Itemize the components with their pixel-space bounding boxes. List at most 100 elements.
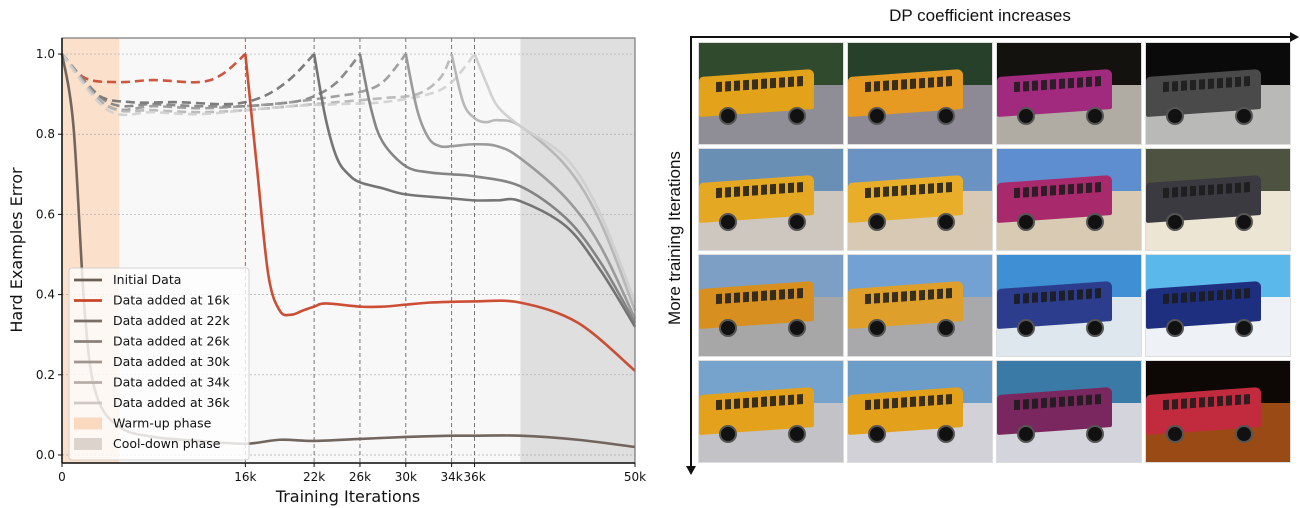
bus-wheel [788,212,807,231]
bus-image-grid [698,42,1291,463]
bus-wheel [1017,106,1036,125]
bus-wheel [937,106,956,125]
bus-wheel [937,318,956,337]
series-lines [60,53,637,449]
series-line [312,53,637,328]
bus-wheel [868,318,887,337]
dashed-series-line [60,53,476,117]
side-axis-label: More training Iterations [665,151,684,325]
legend-label: Cool-down phase [113,436,221,451]
grid-lines [62,53,635,456]
legend-label: Warm-up phase [113,416,212,431]
bus-image [847,254,993,357]
bus-wheel [1166,106,1185,125]
bus-wheel [1017,212,1036,231]
legend-label: Initial Data [113,272,181,287]
y-tick-label: 1.0 [36,47,55,61]
bus-wheel [788,318,807,337]
bus-wheel [1086,106,1105,125]
legend-patch [74,438,102,450]
bus-wheel [1017,318,1036,337]
bus-image [996,42,1142,145]
bus-wheel [1086,318,1105,337]
bus-wheel [719,318,738,337]
series-line [404,53,637,320]
y-tick-label: 0.8 [36,127,55,141]
bus-wheel [788,424,807,443]
arrow-right-icon [1290,32,1299,42]
x-axis-label: Training Iterations [275,487,420,506]
arrow-down-icon [686,466,696,475]
bus-wheel [1086,212,1105,231]
bus-wheel [719,424,738,443]
bus-wheel [719,106,738,125]
x-tick-label: 22k [303,470,325,484]
y-tick-label: 0.0 [36,448,55,462]
series-line [358,53,637,324]
legend: Initial Data Data added at 16k Data added … [68,267,250,461]
bus-image [996,254,1142,357]
bus-wheel [788,106,807,125]
bus-image [698,254,844,357]
legend-label: Data added at 30k [113,354,230,369]
y-axis-label: Hard Examples Error [7,167,26,333]
bus-wheel [1017,424,1036,443]
bus-image [1145,360,1291,463]
bus-wheel [1166,212,1185,231]
bus-image [996,360,1142,463]
dashed-series-line [61,53,407,112]
x-tick-label: 30k [395,470,417,484]
bus-image [847,360,993,463]
x-tick-label: 36k [463,470,485,484]
bus-image [1145,148,1291,251]
y-tick-label: 0.6 [36,207,55,221]
series-pre-added [60,53,476,117]
series-line [473,53,637,304]
y-tick-label: 0.2 [36,368,55,382]
y-tick-label: 0.4 [36,288,55,302]
line-chart: 0 16k 22k 26k 30k 34k 36k 50k 0.0 0.2 0.4 0.6 0.8 1.0… [7,37,646,506]
bus-wheel [937,212,956,231]
legend-label: Data added at 34k [113,375,230,390]
dashed-series-line [61,53,361,108]
bus-wheel [1235,212,1254,231]
shaded-region [520,38,635,463]
bus-wheel [1086,424,1105,443]
bus-wheel [937,424,956,443]
bus-wheel [868,424,887,443]
dashed-series-line [61,53,316,106]
bus-wheel [1235,106,1254,125]
legend-label: Data added at 22k [113,313,230,328]
bus-image [847,148,993,251]
legend-patch [74,417,102,430]
bus-image [698,148,844,251]
x-tick-label: 50k [624,470,646,484]
image-grid-panel: DP coefficient increases More training I… [660,0,1300,508]
bus-image [1145,254,1291,357]
series-line [450,53,637,312]
bus-wheel [1166,318,1185,337]
bus-wheel [1235,318,1254,337]
bus-wheel [1235,424,1254,443]
x-tick-label: 34k [441,470,463,484]
top-axis-label: DP coefficient increases [889,6,1071,25]
legend-label: Data added at 26k [113,334,230,349]
bus-image [698,42,844,145]
legend-label: Data added at 16k [113,293,230,308]
bus-wheel [1166,424,1185,443]
x-tick-label: 0 [58,470,66,484]
bus-wheel [868,106,887,125]
series-line [244,53,636,372]
bus-wheel [719,212,738,231]
x-tick-label: 16k [234,470,256,484]
bus-wheel [868,212,887,231]
x-tick-label: 26k [349,470,371,484]
legend-box [68,267,250,461]
bus-image [996,148,1142,251]
legend-label: Data added at 36k [113,395,230,410]
bus-image [1145,42,1291,145]
axes [61,37,636,464]
horizontal-arrow [690,36,1292,38]
tick-labels: 0 16k 22k 26k 30k 34k 36k 50k 0.0 0.2 0.4 0.6 0.8 1.0 [36,47,646,484]
dashed-series-line [61,53,247,84]
